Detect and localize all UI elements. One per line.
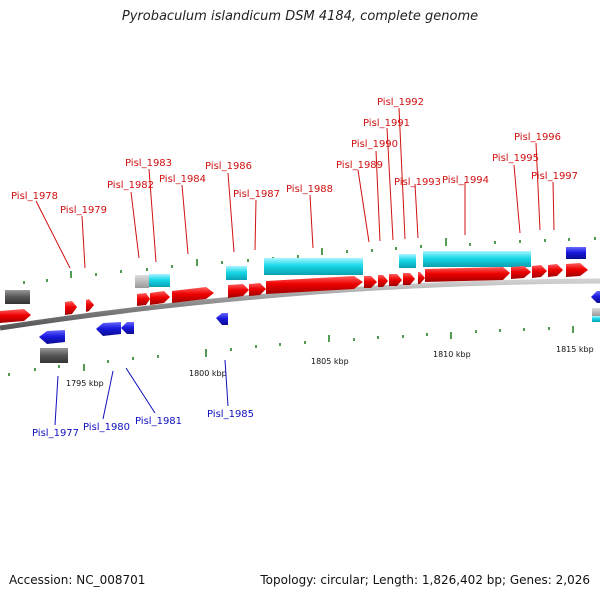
reverse-cds — [39, 330, 65, 344]
reverse-gene-labels: Pisl_1977 Pisl_1980 Pisl_1981 Pisl_1985 — [32, 409, 254, 439]
gene-label-pisl-1979: Pisl_1979 — [60, 205, 107, 216]
forward-cds — [425, 267, 510, 282]
lower-tick-marks — [8, 326, 574, 376]
gene-label-pisl-1995: Pisl_1995 — [492, 153, 539, 164]
forward-label-leaders — [35, 107, 555, 269]
gene-label-pisl-1994: Pisl_1994 — [442, 175, 489, 186]
pseudo-feature — [592, 308, 600, 316]
forward-cds — [511, 266, 531, 279]
forward-cds — [566, 247, 586, 259]
forward-gene-labels: Pisl_1978 Pisl_1979 Pisl_1982 Pisl_1983 … — [11, 97, 578, 216]
forward-cds — [364, 276, 377, 288]
forward-cds — [150, 291, 170, 305]
rna-feature — [226, 266, 247, 280]
gene-label-pisl-1987: Pisl_1987 — [233, 189, 280, 200]
gene-label-pisl-1977: Pisl_1977 — [32, 428, 79, 439]
gene-label-pisl-1993: Pisl_1993 — [394, 177, 441, 188]
forward-cds — [0, 309, 31, 323]
gene-label-pisl-1996: Pisl_1996 — [514, 132, 561, 143]
forward-cds — [548, 264, 563, 277]
forward-cds — [378, 275, 388, 287]
forward-cds — [566, 263, 588, 277]
forward-outer-features — [5, 247, 586, 304]
reverse-cds — [96, 322, 121, 336]
gene-label-pisl-1997: Pisl_1997 — [531, 171, 578, 182]
gene-label-pisl-1988: Pisl_1988 — [286, 184, 333, 195]
gene-label-pisl-1991: Pisl_1991 — [363, 118, 410, 129]
accession-label: Accession: NC_008701 — [9, 573, 146, 587]
gene-label-pisl-1981: Pisl_1981 — [135, 416, 182, 427]
forward-cds — [172, 287, 214, 303]
gene-label-pisl-1980: Pisl_1980 — [83, 422, 130, 433]
pseudo-feature — [5, 290, 30, 304]
scale-label-1800: 1800 kbp — [189, 369, 227, 378]
forward-cds — [403, 273, 415, 285]
scale-label-1815: 1815 kbp — [556, 345, 594, 354]
scale-label-1805: 1805 kbp — [311, 357, 349, 366]
reverse-cds-row — [39, 291, 600, 363]
genome-title: Pyrobaculum islandicum DSM 4184, complet… — [121, 9, 479, 24]
forward-cds — [65, 301, 77, 315]
gene-label-pisl-1986: Pisl_1986 — [205, 161, 252, 172]
rna-feature — [423, 251, 531, 267]
pseudo-feature — [135, 275, 149, 288]
rna-feature — [399, 254, 416, 268]
reverse-cds — [591, 291, 600, 303]
gene-label-pisl-1984: Pisl_1984 — [159, 174, 206, 185]
forward-cds — [86, 299, 94, 312]
forward-cds — [266, 276, 363, 294]
forward-cds — [249, 283, 266, 296]
pseudo-feature — [40, 348, 68, 363]
forward-cds — [228, 284, 249, 298]
forward-cds — [418, 272, 425, 284]
gene-label-pisl-1982: Pisl_1982 — [107, 180, 154, 191]
gene-label-pisl-1978: Pisl_1978 — [11, 191, 58, 202]
gene-label-pisl-1983: Pisl_1983 — [125, 158, 172, 169]
forward-cds-row — [0, 263, 588, 323]
forward-cds — [137, 293, 150, 306]
genome-backbone — [0, 278, 600, 331]
rna-feature — [264, 258, 363, 275]
reverse-cds — [121, 322, 134, 334]
rna-feature — [592, 316, 600, 322]
rna-feature — [149, 274, 170, 287]
genome-info-label: Topology: circular; Length: 1,826,402 bp… — [260, 573, 590, 587]
reverse-cds — [216, 313, 228, 325]
gene-label-pisl-1989: Pisl_1989 — [336, 160, 383, 171]
reverse-label-leaders — [54, 359, 229, 426]
scale-label-1795: 1795 kbp — [66, 379, 104, 388]
forward-cds — [532, 265, 547, 278]
gene-label-pisl-1992: Pisl_1992 — [377, 97, 424, 108]
scale-label-1810: 1810 kbp — [433, 350, 471, 359]
gene-label-pisl-1990: Pisl_1990 — [351, 139, 398, 150]
gene-label-pisl-1985: Pisl_1985 — [207, 409, 254, 420]
forward-cds — [389, 274, 402, 286]
